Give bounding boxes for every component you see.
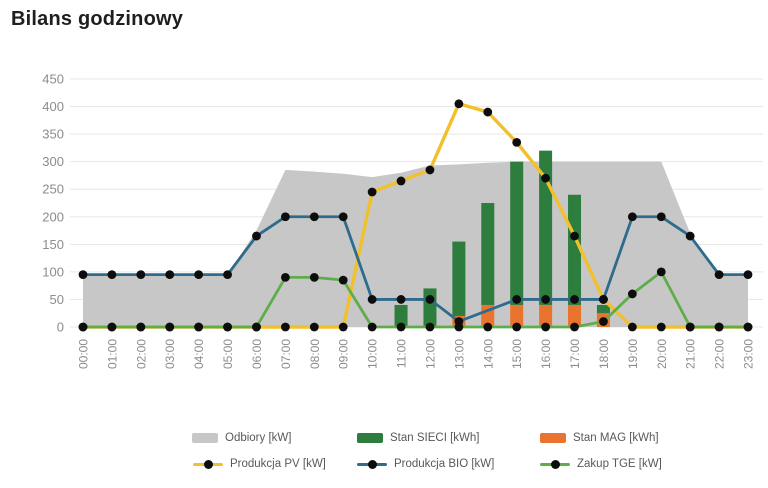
svg-text:07:00: 07:00 xyxy=(279,339,293,369)
svg-text:03:00: 03:00 xyxy=(163,339,177,369)
svg-text:11:00: 11:00 xyxy=(395,339,409,368)
legend-item-stan-mag: Stan MAG [kWh] xyxy=(540,430,659,446)
svg-text:12:00: 12:00 xyxy=(423,339,437,369)
legend-label-produkcja-bio: Produkcja BIO [kW] xyxy=(394,458,495,470)
svg-text:13:00: 13:00 xyxy=(452,339,466,369)
legend-label-zakup-tge: Zakup TGE [kW] xyxy=(577,458,662,470)
legend-label-odbiory: Odbiory [kW] xyxy=(225,432,292,444)
svg-text:50: 50 xyxy=(50,292,64,307)
legend-item-odbiory: Odbiory [kW] xyxy=(192,430,291,446)
odbiory-swatch-icon xyxy=(192,433,218,443)
stan-mag-swatch-icon xyxy=(540,433,566,443)
svg-text:300: 300 xyxy=(42,154,64,169)
svg-text:20:00: 20:00 xyxy=(655,339,669,369)
svg-text:0: 0 xyxy=(57,320,64,335)
legend-label-produkcja-pv: Produkcja PV [kW] xyxy=(230,458,326,470)
legend-label-stan-mag: Stan MAG [kWh] xyxy=(573,432,659,444)
zakup-tge-line-icon xyxy=(540,459,570,469)
produkcja-bio-line-icon xyxy=(357,459,387,469)
svg-text:250: 250 xyxy=(42,182,64,197)
svg-text:15:00: 15:00 xyxy=(510,339,524,369)
marker-dot-icon xyxy=(368,459,377,469)
svg-text:06:00: 06:00 xyxy=(250,339,264,369)
stan-sieci-swatch-icon xyxy=(357,433,383,443)
legend-label-stan-sieci: Stan SIECI [kWh] xyxy=(390,432,480,444)
svg-text:08:00: 08:00 xyxy=(308,339,322,369)
svg-text:02:00: 02:00 xyxy=(134,339,148,369)
svg-text:04:00: 04:00 xyxy=(192,339,206,369)
legend-item-stan-sieci: Stan SIECI [kWh] xyxy=(357,430,479,446)
svg-text:17:00: 17:00 xyxy=(568,339,582,369)
chart-legend: Odbiory [kW] Stan SIECI [kWh] Stan MAG [… xyxy=(0,426,768,478)
produkcja-pv-line-icon xyxy=(193,459,223,469)
svg-text:22:00: 22:00 xyxy=(713,339,727,369)
legend-item-produkcja-bio: Produkcja BIO [kW] xyxy=(357,456,494,472)
marker-dot-icon xyxy=(204,459,213,469)
svg-text:01:00: 01:00 xyxy=(105,339,119,369)
svg-text:14:00: 14:00 xyxy=(481,339,495,369)
svg-text:00:00: 00:00 xyxy=(77,339,91,369)
page-title: Bilans godzinowy xyxy=(11,8,184,30)
svg-text:09:00: 09:00 xyxy=(337,339,351,369)
legend-item-produkcja-pv: Produkcja PV [kW] xyxy=(193,456,326,472)
marker-dot-icon xyxy=(551,459,560,469)
svg-text:100: 100 xyxy=(42,264,64,279)
legend-row-1: Odbiory [kW] Stan SIECI [kWh] Stan MAG [… xyxy=(0,426,768,452)
svg-text:10:00: 10:00 xyxy=(366,339,380,369)
svg-text:400: 400 xyxy=(42,99,64,114)
legend-item-zakup-tge: Zakup TGE [kW] xyxy=(540,456,662,472)
svg-text:150: 150 xyxy=(42,237,64,252)
svg-text:450: 450 xyxy=(42,72,64,87)
svg-text:350: 350 xyxy=(42,127,64,142)
svg-text:05:00: 05:00 xyxy=(221,339,235,369)
svg-text:200: 200 xyxy=(42,209,64,224)
svg-text:21:00: 21:00 xyxy=(684,339,698,369)
svg-text:23:00: 23:00 xyxy=(742,339,756,369)
svg-text:18:00: 18:00 xyxy=(597,339,611,369)
svg-text:16:00: 16:00 xyxy=(539,339,553,369)
legend-row-2: Produkcja PV [kW] Produkcja BIO [kW] Zak… xyxy=(0,452,768,478)
svg-text:19:00: 19:00 xyxy=(626,339,640,369)
